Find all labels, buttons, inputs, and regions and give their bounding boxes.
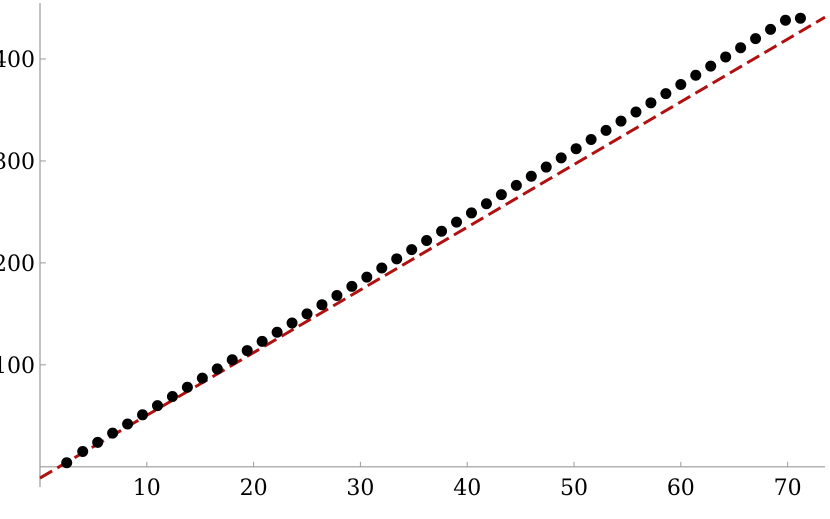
x-tick-label: 20 [240,476,268,501]
data-point [705,60,717,72]
data-point [630,106,642,118]
x-ticks: 10 20 30 40 50 60 70 [133,461,802,501]
data-point [421,234,433,246]
data-point [226,354,238,366]
data-point [181,381,193,393]
x-tick-label: 60 [667,476,695,501]
data-point [301,308,313,320]
y-tick-label: 300 [0,150,35,175]
data-point [391,253,403,265]
data-point [600,124,612,136]
data-point [690,69,702,81]
x-tick-label: 10 [133,476,161,501]
data-point [346,280,358,292]
data-point [61,457,73,469]
data-point [77,446,89,458]
data-point [465,207,477,219]
data-point [316,299,328,311]
data-point [331,290,343,302]
data-point [451,216,463,228]
axes [39,3,825,487]
data-point [750,33,762,45]
data-point [540,161,552,173]
x-tick-label: 70 [774,476,802,501]
data-point [151,400,163,412]
data-point [196,372,208,384]
data-point [107,427,119,439]
x-tick-label: 40 [453,476,481,501]
data-point [765,23,777,35]
data-point [555,152,567,164]
data-point [271,326,283,338]
data-point [256,335,268,347]
y-tick-label: 200 [0,252,35,277]
data-point [406,244,418,256]
data-point [92,436,104,448]
data-point [510,179,522,191]
data-point [211,363,223,375]
y-ticks: 100 200 300 400 [0,48,46,379]
data-point [376,262,388,274]
data-point [495,189,507,201]
data-point [735,42,747,54]
data-point [361,271,373,283]
data-points [61,12,806,469]
data-point [645,97,657,109]
y-tick-label: 400 [0,48,35,73]
y-tick-label: 100 [0,354,35,379]
data-point [660,88,672,100]
data-point [525,170,537,182]
data-point [436,225,448,237]
data-point [585,134,597,146]
data-point [286,317,298,329]
data-point [122,418,134,430]
data-point [675,78,687,90]
data-point [166,390,178,402]
x-tick-label: 50 [560,476,588,501]
data-point [241,345,253,357]
data-point [720,51,732,63]
data-point [137,409,149,421]
data-point [570,143,582,155]
data-point [794,12,806,24]
data-point [615,115,627,127]
data-point [480,198,492,210]
data-point [779,14,791,26]
x-tick-label: 30 [346,476,374,501]
